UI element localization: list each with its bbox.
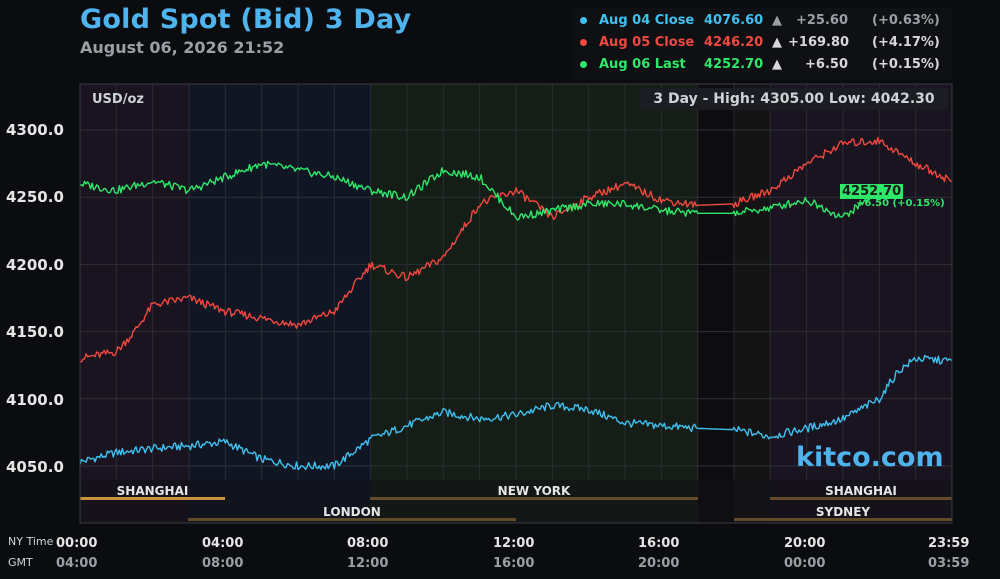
x-tick-ny: 12:00 xyxy=(493,536,535,551)
series-line-aug-05 xyxy=(79,136,953,363)
kitco-watermark: kitco.com xyxy=(796,442,944,473)
legend-value: 4252.70 xyxy=(704,57,764,72)
session-band xyxy=(370,84,698,523)
y-tick-label: 4150.0 xyxy=(6,323,64,341)
legend-dot xyxy=(580,39,587,46)
high-low-box: 3 Day - High: 4305.00 Low: 4042.30 xyxy=(640,88,948,110)
session-bar xyxy=(80,497,225,500)
up-arrow-icon: ▲ xyxy=(772,35,782,50)
x-tick-ny: 08:00 xyxy=(347,536,389,551)
legend: Aug 04 Close 4076.60 ▲ +25.60 (+0.63%) A… xyxy=(572,8,952,80)
session-label-london: LONDON xyxy=(323,505,381,519)
legend-change: +25.60 xyxy=(795,13,848,28)
session-band xyxy=(770,84,952,523)
x-tick-ny: 20:00 xyxy=(784,536,826,551)
x-tick-gmt: 20:00 xyxy=(638,556,680,571)
legend-value: 4246.20 xyxy=(704,35,764,50)
gmt-label: GMT xyxy=(8,556,33,569)
series-line-aug-06 xyxy=(79,160,877,221)
legend-item-aug04: Aug 04 Close 4076.60 ▲ +25.60 (+0.63%) xyxy=(572,10,952,32)
x-tick-ny: 23:59 xyxy=(928,536,970,551)
ny-time-label: NY Time xyxy=(8,535,54,548)
session-band xyxy=(188,84,370,523)
page-title: Gold Spot (Bid) 3 Day xyxy=(80,4,412,35)
legend-pct: (+0.63%) xyxy=(872,13,940,28)
x-tick-gmt: 16:00 xyxy=(493,556,535,571)
y-tick-label: 4300.0 xyxy=(6,121,64,139)
x-tick-gmt: 03:59 xyxy=(928,556,970,571)
plot-frame xyxy=(79,83,953,524)
last-price-marker: 4252.70 xyxy=(840,184,904,199)
legend-label: Aug 05 Close xyxy=(599,35,695,50)
legend-label: Aug 04 Close xyxy=(599,13,695,28)
legend-pct: (+0.15%) xyxy=(872,57,940,72)
session-band xyxy=(698,84,734,523)
legend-value: 4076.60 xyxy=(704,13,764,28)
x-tick-gmt: 04:00 xyxy=(56,556,98,571)
session-background-bands xyxy=(80,84,952,523)
series-line-aug-04 xyxy=(79,354,953,471)
x-tick-ny: 16:00 xyxy=(638,536,680,551)
x-tick-gmt: 08:00 xyxy=(202,556,244,571)
x-tick-ny: 00:00 xyxy=(56,536,98,551)
y-tick-label: 4200.0 xyxy=(6,256,64,274)
session-label-shanghai: SHANGHAI xyxy=(116,484,189,498)
legend-change: +169.80 xyxy=(788,35,850,50)
session-strip xyxy=(80,480,952,523)
legend-item-aug06: Aug 06 Last 4252.70 ▲ +6.50 (+0.15%) xyxy=(572,54,952,76)
legend-pct: (+4.17%) xyxy=(872,35,940,50)
session-label-sydney: SYDNEY xyxy=(815,505,871,519)
legend-dot xyxy=(580,61,587,68)
timestamp: August 06, 2026 21:52 xyxy=(80,38,285,57)
x-tick-ny: 04:00 xyxy=(202,536,244,551)
x-tick-gmt: 00:00 xyxy=(784,556,826,571)
session-label-newyork: NEW YORK xyxy=(497,484,571,498)
x-tick-gmt: 12:00 xyxy=(347,556,389,571)
up-arrow-icon: ▲ xyxy=(772,13,782,28)
unit-label: USD/oz xyxy=(92,92,144,107)
y-tick-label: 4250.0 xyxy=(6,188,64,206)
chart-grid xyxy=(80,84,952,480)
session-bars xyxy=(80,480,952,523)
session-label-shanghai-2: SHANGHAI xyxy=(825,484,897,498)
y-tick-label: 4050.0 xyxy=(6,458,64,476)
up-arrow-icon: ▲ xyxy=(772,57,782,72)
legend-dot xyxy=(580,17,587,24)
legend-change: +6.50 xyxy=(805,57,848,72)
legend-label: Aug 06 Last xyxy=(599,57,686,72)
y-tick-label: 4100.0 xyxy=(6,391,64,409)
last-price-change: +6.50 (+0.15%) xyxy=(856,198,945,209)
session-band xyxy=(734,84,770,523)
chart-series-lines xyxy=(79,136,953,471)
legend-item-aug05: Aug 05 Close 4246.20 ▲ +169.80 (+4.17%) xyxy=(572,32,952,54)
